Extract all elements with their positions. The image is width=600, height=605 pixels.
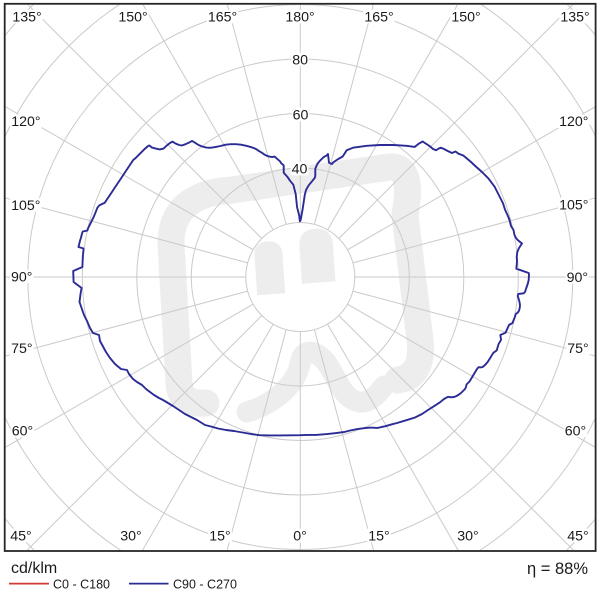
svg-text:150°: 150° (451, 10, 480, 26)
svg-text:15°: 15° (368, 529, 389, 545)
svg-text:180°: 180° (285, 10, 314, 26)
svg-text:165°: 165° (364, 10, 393, 26)
svg-text:60°: 60° (12, 424, 33, 440)
svg-text:150°: 150° (118, 10, 147, 26)
svg-text:80: 80 (292, 53, 308, 69)
svg-text:75°: 75° (567, 341, 588, 357)
svg-text:105°: 105° (559, 197, 588, 213)
svg-text:105°: 105° (11, 198, 40, 214)
svg-text:45°: 45° (10, 529, 31, 545)
svg-text:90°: 90° (11, 269, 32, 285)
svg-text:C90 - C270: C90 - C270 (173, 578, 237, 592)
svg-text:60: 60 (293, 108, 309, 124)
svg-text:η = 88%: η = 88% (527, 560, 588, 578)
svg-text:30°: 30° (457, 529, 478, 545)
svg-text:40: 40 (292, 162, 308, 178)
svg-text:30°: 30° (120, 529, 141, 545)
svg-text:120°: 120° (11, 114, 40, 130)
svg-text:0°: 0° (293, 529, 307, 545)
svg-text:135°: 135° (560, 10, 589, 26)
svg-text:60°: 60° (565, 424, 586, 440)
svg-text:75°: 75° (11, 341, 32, 357)
svg-text:cd/klm: cd/klm (11, 560, 57, 577)
svg-text:90°: 90° (567, 270, 588, 286)
svg-text:120°: 120° (559, 114, 588, 130)
svg-text:135°: 135° (12, 10, 41, 26)
svg-text:15°: 15° (209, 529, 230, 545)
svg-text:C0 - C180: C0 - C180 (53, 578, 110, 592)
svg-text:165°: 165° (208, 10, 237, 26)
svg-text:45°: 45° (567, 529, 588, 545)
